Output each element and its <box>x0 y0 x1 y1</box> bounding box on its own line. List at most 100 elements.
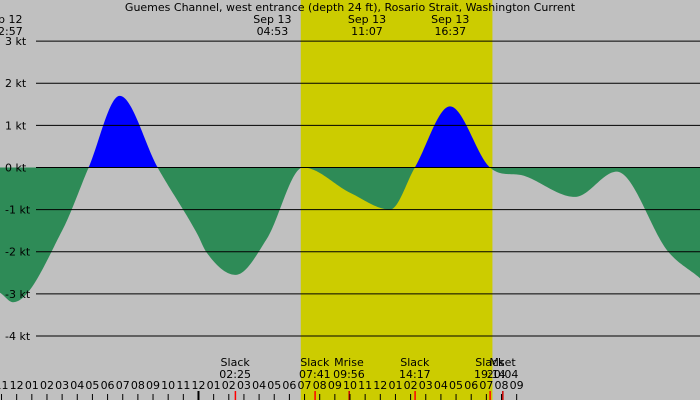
event-time-label: 14:17 <box>399 368 431 381</box>
event-labels: Slack02:25Slack07:41Mrise09:56Slack14:17… <box>219 356 518 400</box>
hour-tick <box>288 394 290 400</box>
peak-time-label: 16:37 <box>434 25 466 38</box>
hour-tick-label: 02 <box>404 379 418 392</box>
hour-tick-label: 02 <box>222 379 236 392</box>
hour-tick-label: 06 <box>101 379 115 392</box>
peak-time-label: 2:57 <box>0 25 23 38</box>
hour-tick <box>364 394 366 400</box>
event-name-label: Mrise <box>334 356 364 369</box>
hour-tick-label: 01 <box>25 379 39 392</box>
hour-tick-label: 08 <box>495 379 509 392</box>
hour-tick-label: 05 <box>267 379 281 392</box>
hour-tick <box>516 394 518 400</box>
y-tick-label: 0 kt <box>5 161 27 174</box>
hour-tick-label: 09 <box>146 379 160 392</box>
hour-tick <box>91 394 93 400</box>
hour-tick <box>455 394 457 400</box>
hour-tick-label: 11 <box>176 379 190 392</box>
hour-tick <box>379 394 381 400</box>
y-tick-label: 2 kt <box>5 77 27 90</box>
event-marker <box>489 391 491 400</box>
grid-lines <box>36 40 700 337</box>
hour-tick-label: 03 <box>55 379 69 392</box>
hour-tick <box>137 394 139 400</box>
hour-tick <box>16 394 18 400</box>
hour-tick-label: 09 <box>328 379 342 392</box>
event-name-label: Mset <box>489 356 516 369</box>
hour-tick <box>107 394 109 400</box>
hour-axis: 1112010203040506070809101112010203040506… <box>0 379 524 400</box>
hour-tick <box>243 394 245 400</box>
hour-tick-label: 03 <box>419 379 433 392</box>
hour-tick-label: 07 <box>479 379 493 392</box>
hour-tick-label: 04 <box>252 379 266 392</box>
event-marker <box>414 391 416 400</box>
hour-tick-label: 03 <box>237 379 251 392</box>
hour-tick <box>304 394 306 400</box>
event-time-label: 09:56 <box>333 368 365 381</box>
event-time-label: 02:25 <box>219 368 251 381</box>
hour-tick <box>334 394 336 400</box>
y-tick-label: -3 kt <box>5 288 31 301</box>
hour-tick <box>394 394 396 400</box>
hour-tick <box>122 394 124 400</box>
hour-tick <box>410 394 412 400</box>
hour-tick <box>440 394 442 400</box>
peak-date-label: p 12 <box>0 13 22 26</box>
event-name-label: Slack <box>475 356 505 369</box>
hour-tick-label: 08 <box>313 379 327 392</box>
event-marker <box>502 391 504 400</box>
hour-tick-label: 11 <box>0 379 9 392</box>
hour-tick-label: 12 <box>191 379 205 392</box>
peak-date-label: Sep 13 <box>431 13 469 26</box>
event-name-label: Slack <box>400 356 430 369</box>
hour-tick <box>273 394 275 400</box>
peak-date-label: Sep 13 <box>253 13 291 26</box>
hour-tick <box>197 391 200 400</box>
hour-tick-label: 05 <box>449 379 463 392</box>
event-name-label: Slack <box>221 356 251 369</box>
hour-tick <box>425 394 427 400</box>
hour-tick-label: 11 <box>358 379 372 392</box>
hour-tick <box>258 394 260 400</box>
hour-tick <box>349 394 351 400</box>
peak-time-label: 04:53 <box>257 25 289 38</box>
event-marker <box>314 391 316 400</box>
hour-tick-label: 08 <box>131 379 145 392</box>
chart-title: Guemes Channel, west entrance (depth 24 … <box>125 1 576 14</box>
hour-tick <box>76 394 78 400</box>
y-tick-label: -2 kt <box>5 246 31 259</box>
hour-tick <box>319 394 321 400</box>
hour-tick <box>61 394 63 400</box>
hour-tick-label: 07 <box>116 379 130 392</box>
hour-tick-label: 12 <box>10 379 24 392</box>
event-marker <box>348 391 350 400</box>
hour-tick <box>213 394 215 400</box>
hour-tick <box>46 394 48 400</box>
ebb-area <box>0 167 700 303</box>
hour-tick <box>1 394 3 400</box>
event-time-label: 07:41 <box>299 368 331 381</box>
hour-tick <box>485 394 487 400</box>
event-time-label: 19:14 <box>474 368 506 381</box>
peak-time-label: 11:07 <box>351 25 383 38</box>
flood-area <box>0 95 700 168</box>
hour-tick-label: 10 <box>343 379 357 392</box>
hour-tick-label: 01 <box>207 379 221 392</box>
peak-date-label: Sep 13 <box>348 13 386 26</box>
y-axis-labels: 3 kt 2 kt 1 kt 0 kt -1 kt -2 kt -3 kt -4 kt <box>5 35 31 343</box>
hour-tick <box>470 394 472 400</box>
hour-tick-label: 06 <box>464 379 478 392</box>
hour-tick <box>182 394 184 400</box>
hour-tick <box>228 394 230 400</box>
hour-tick-label: 04 <box>70 379 84 392</box>
y-tick-label: -1 kt <box>5 204 31 217</box>
y-tick-label: 1 kt <box>5 119 27 132</box>
hour-tick <box>167 394 169 400</box>
event-marker <box>234 391 237 400</box>
hour-tick-label: 10 <box>161 379 175 392</box>
hour-tick-label: 01 <box>388 379 402 392</box>
